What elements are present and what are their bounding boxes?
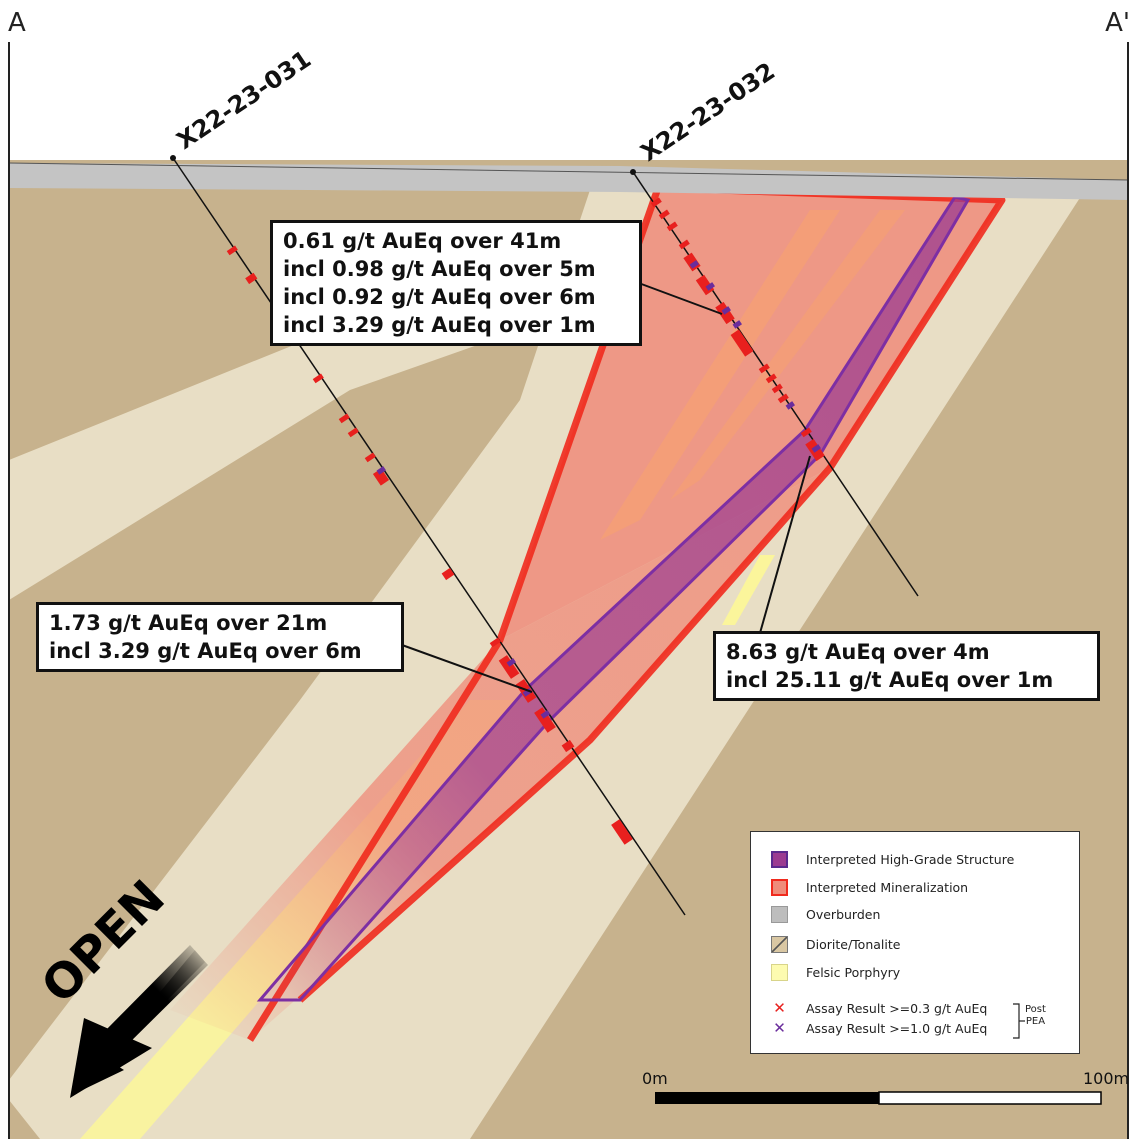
open-arrow-head <box>70 1018 152 1098</box>
drill-hole-031 <box>170 155 686 916</box>
felsic-porphyry-sliver <box>722 555 775 625</box>
legend: Interpreted High-Grade Structure Interpr… <box>750 831 1080 1054</box>
legend-item-felsic-porphyry: Felsic Porphyry <box>771 962 900 982</box>
callout-line: 8.63 g/t AuEq over 4m <box>726 640 990 664</box>
post-label: Post <box>1025 1004 1046 1015</box>
scale-end-label: 100m <box>1083 1069 1130 1088</box>
legend-item-overburden: Overburden <box>771 904 880 924</box>
leader-line-031 <box>401 644 533 693</box>
assay-callout-032-deep: 8.63 g/t AuEq over 4m incl 25.11 g/t AuE… <box>713 631 1100 701</box>
legend-swatch <box>771 935 788 953</box>
legend-label: Diorite/Tonalite <box>806 936 901 952</box>
mineralization-outline <box>247 184 1006 1042</box>
scale-start-label: 0m <box>642 1069 668 1088</box>
drill-hole-032 <box>630 169 919 597</box>
legend-item-mineralization: Interpreted Mineralization <box>771 877 968 897</box>
open-arrow-shaft <box>102 945 208 1052</box>
assay-callout-031: 1.73 g/t AuEq over 21m incl 3.29 g/t AuE… <box>36 602 404 672</box>
legend-label: Assay Result >=1.0 g/t AuEq <box>806 1020 988 1036</box>
assay-callout-032-upper: 0.61 g/t AuEq over 41m incl 0.98 g/t AuE… <box>270 220 642 346</box>
mineralization-streak-2 <box>670 210 905 500</box>
assay-x-icon: ✕ <box>773 1019 786 1037</box>
scale-bar <box>655 1091 1102 1105</box>
overburden <box>9 163 1128 200</box>
callout-line: incl 3.29 g/t AuEq over 6m <box>49 639 362 663</box>
callout-line: incl 25.11 g/t AuEq over 1m <box>726 668 1054 692</box>
section-start-label: A <box>8 8 26 38</box>
section-end-label: A' <box>1105 8 1130 38</box>
assay-ticks-032-hg <box>689 260 821 453</box>
legend-swatch <box>771 963 788 981</box>
legend-label: Assay Result >=0.3 g/t AuEq <box>806 1000 988 1016</box>
legend-label: Interpreted Mineralization <box>806 879 969 895</box>
assay-ticks-031-hg <box>376 466 550 719</box>
legend-label: Overburden <box>806 906 881 922</box>
leader-line-032-deep <box>759 455 811 634</box>
callout-line: incl 0.98 g/t AuEq over 5m <box>283 257 596 281</box>
legend-swatch <box>771 905 788 923</box>
legend-item-assay-low: ✕ Assay Result >=0.3 g/t AuEq <box>771 998 987 1018</box>
legend-label: Interpreted High-Grade Structure <box>806 851 1015 867</box>
callout-line: 0.61 g/t AuEq over 41m <box>283 229 562 253</box>
pea-label: PEA <box>1025 1016 1046 1027</box>
high-grade-structure <box>256 195 971 1002</box>
legend-swatch <box>771 850 788 868</box>
callout-line: incl 3.29 g/t AuEq over 1m <box>283 313 596 337</box>
drill-hole-label-032: X22-23-032 <box>636 57 780 167</box>
legend-swatch <box>771 878 788 896</box>
leader-line-032-upper <box>635 281 723 315</box>
legend-item-diorite: Diorite/Tonalite <box>771 934 900 954</box>
drill-hole-label-031: X22-23-031 <box>172 45 316 155</box>
legend-label: Felsic Porphyry <box>806 964 901 980</box>
legend-item-high-grade: Interpreted High-Grade Structure <box>771 849 1014 869</box>
post-pea-label: Post PEA <box>1025 1004 1046 1028</box>
legend-item-assay-high: ✕ Assay Result >=1.0 g/t AuEq <box>771 1018 987 1038</box>
callout-line: incl 0.92 g/t AuEq over 6m <box>283 285 596 309</box>
legend-bracket <box>1013 1003 1025 1039</box>
assay-x-icon: ✕ <box>773 999 786 1017</box>
mineralization-streak <box>600 210 840 540</box>
callout-line: 1.73 g/t AuEq over 21m <box>49 611 328 635</box>
